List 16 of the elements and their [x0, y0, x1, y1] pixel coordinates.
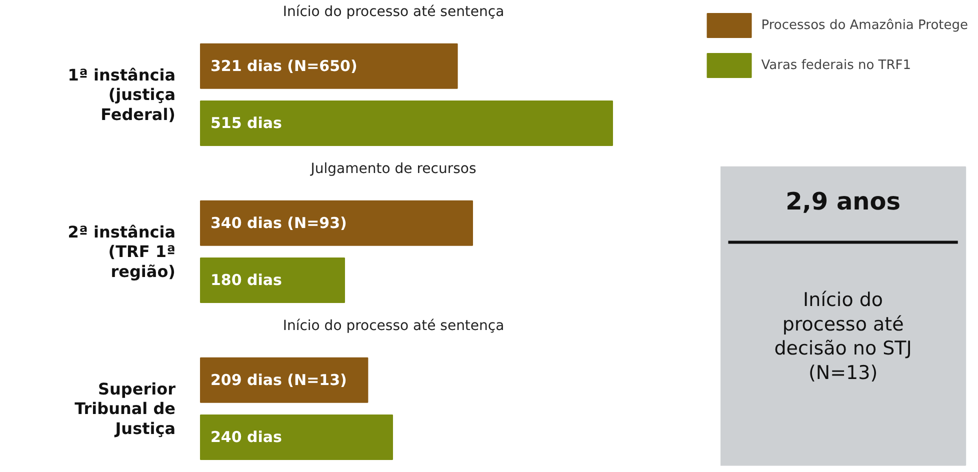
legend-label: Processos do Amazônia Protege	[761, 18, 968, 32]
data-label: 340 dias (N=93)	[210, 214, 347, 232]
y-axis-title: 2ª instância (TRF 1ª região)	[68, 222, 176, 282]
text: 2,9 anos	[786, 187, 901, 216]
data-label: 515 dias	[210, 114, 282, 132]
y-axis-title: Superior Tribunal de Justiça	[74, 379, 176, 438]
data-label: 180 dias	[210, 271, 282, 290]
chart-title: Início do processo até sentença	[282, 4, 504, 20]
text: Início do processo até decisão no STJ (N=13)	[774, 289, 912, 384]
data-label: 209 dias (N=13)	[210, 371, 347, 390]
chart-title: Início do processo até sentença	[282, 318, 504, 334]
data-label: 321 dias (N=650)	[210, 57, 358, 76]
data-label: 240 dias	[210, 428, 282, 446]
legend-label: Varas federais no TRF1	[761, 58, 912, 72]
chart-title: Julgamento de recursos	[310, 160, 476, 177]
y-axis-title: 1ª instância (justiça Federal)	[68, 65, 176, 124]
